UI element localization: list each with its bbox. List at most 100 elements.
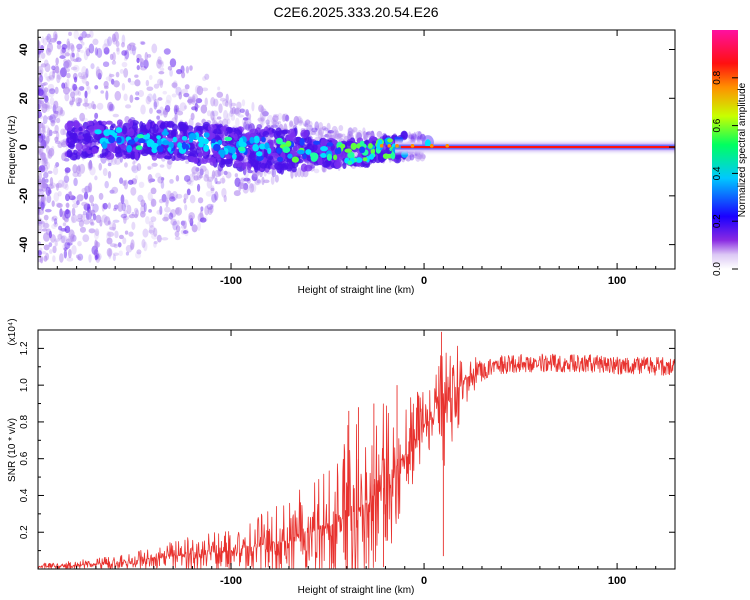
spectrogram-scatter-cell: [89, 218, 94, 225]
spectrogram-scatter-cell: [83, 219, 91, 225]
spectrogram-scatter-cell: [44, 220, 49, 229]
spectrogram-scatter-cell: [55, 117, 61, 124]
spectrogram-scatter-cell: [125, 251, 130, 256]
spectrogram-hotspot: [350, 142, 357, 151]
spectrogram-core-cell: [253, 163, 259, 171]
spectrogram-scatter-cell: [64, 241, 71, 250]
spectrogram-scatter-cell: [243, 121, 249, 129]
spectrogram-scatter-cell: [315, 125, 320, 129]
spectrogram-hotspot: [276, 147, 283, 154]
spectrogram-scatter-cell: [84, 46, 88, 52]
spectrogram-scatter-cell: [122, 180, 127, 186]
spectrogram-scatter-cell: [251, 101, 255, 112]
spectrogram-hotspot: [320, 146, 328, 152]
spectrogram-scatter-cell: [38, 89, 44, 97]
spectrogram-scatter-cell: [38, 201, 42, 208]
colorbar-ticks: 0.0 0.2 0.4 0.6 0.8: [712, 70, 738, 276]
spectrogram-scatter-cell: [223, 109, 228, 120]
spectrogram-scatter-cell: [79, 226, 87, 233]
figure-title: C2E6.2025.333.20.54.E26: [273, 4, 438, 20]
spectrogram-scatter-cell: [103, 80, 109, 88]
spectrogram-scatter-cell: [61, 43, 68, 50]
spectrogram-scatter-cell: [77, 91, 82, 97]
spectrogram-hotspot: [103, 129, 111, 137]
spectrogram-scatter-cell: [235, 117, 240, 128]
spectrogram-scatter-cell: [79, 33, 84, 43]
spectrogram-scatter-cell: [136, 57, 140, 64]
spectrogram-ylabel: Frequency (Hz): [7, 116, 18, 185]
spectrogram-scatter-cell: [183, 220, 187, 230]
spectrogram-scatter-cell: [271, 168, 277, 178]
spectrogram-scatter-cell: [266, 122, 271, 127]
spectrogram-scatter-cell: [294, 170, 298, 178]
spectrogram-core-cell: [262, 157, 268, 164]
spectrogram-core-cell: [312, 143, 318, 151]
spectrogram-scatter-cell: [323, 127, 329, 132]
spectrogram-scatter-cell: [147, 166, 152, 171]
spectrogram-scatter-cell: [88, 208, 92, 216]
spectrogram-scatter-cell: [107, 220, 111, 225]
spectrogram-core-cell: [213, 128, 222, 135]
spectrogram-scatter-cell: [95, 69, 103, 79]
spectrogram-scatter-cell: [48, 242, 53, 248]
spectrogram-scatter-cell: [159, 106, 164, 116]
colorbar-label: Normalized spectral amplitude: [737, 82, 748, 217]
spectrogram-scatter-cell: [223, 170, 228, 176]
spectrogram-core-cell: [304, 164, 313, 172]
spectrogram-core-cell: [86, 149, 92, 154]
spectrogram-scatter-cell: [162, 216, 169, 222]
spectrogram-hotspot: [181, 141, 187, 150]
spectrogram-scatter-cell: [95, 66, 100, 77]
spectrogram-scatter-cell: [169, 208, 177, 218]
spectrogram-core-cell: [127, 118, 134, 128]
spectrogram-scatter-cell: [146, 86, 154, 91]
spectrogram-scatter-cell: [202, 76, 207, 82]
spectrogram-scatter-cell: [206, 179, 213, 189]
spectrogram-scatter-cell: [106, 237, 113, 245]
spectrogram-scatter-cell: [104, 180, 109, 189]
spectrogram-scatter-cell: [90, 63, 95, 70]
spectrogram-scatter-cell: [147, 173, 153, 184]
spectrogram-ytick-label: 40: [18, 43, 30, 55]
spectrogram-xtick-label: 100: [608, 275, 626, 287]
spectrogram-scatter-cell: [289, 120, 294, 127]
spectrogram-scatter-cell: [413, 131, 417, 141]
spectrogram-scatter-cell: [150, 187, 157, 195]
spectrogram-scatter-cell: [105, 90, 109, 101]
spectrogram-scatter-cell: [72, 64, 80, 72]
spectrogram-scatter-cell: [38, 78, 42, 86]
spectrogram-scatter-cell: [199, 217, 207, 223]
spectrogram-scatter-cell: [78, 219, 84, 228]
spectrogram-scatter-cell: [94, 85, 99, 90]
spectrogram-scatter-cell: [117, 202, 124, 212]
spectrogram-scatter-cell: [233, 108, 240, 115]
spectrogram-scatter-cell: [47, 115, 54, 120]
spectrogram-hotspot: [203, 144, 210, 152]
spectrogram-line-dot: [379, 144, 384, 148]
spectrogram-line-dot: [410, 144, 415, 148]
colorbar-tick-label: 0.2: [712, 214, 723, 228]
spectrogram-scatter-cell: [214, 177, 218, 185]
spectrogram-scatter-cell: [150, 216, 157, 223]
spectrogram-scatter-cell: [141, 239, 146, 249]
spectrogram-scatter-cell: [88, 182, 93, 193]
spectrogram-scatter-cell: [116, 47, 120, 52]
spectrogram-hotspot: [387, 138, 393, 143]
spectrogram-scatter-cell: [310, 127, 315, 134]
spectrogram-scatter-cell: [123, 93, 128, 102]
spectrogram-scatter-cell: [226, 118, 231, 125]
spectrogram-scatter-cell: [42, 115, 48, 125]
spectrogram-scatter-cell: [150, 198, 157, 207]
spectrogram-scatter-cell: [114, 230, 119, 239]
spectrogram-scatter-cell: [80, 49, 84, 54]
spectrogram-scatter-cell: [85, 33, 91, 38]
spectrogram-core-cell: [73, 120, 81, 128]
spectrogram-scatter-cell: [213, 98, 219, 107]
spectrogram-scatter-cell: [156, 109, 162, 114]
spectrogram-scatter-cell: [284, 114, 290, 122]
spectrogram-scatter-cell: [121, 50, 128, 56]
spectrogram-scatter-cell: [242, 117, 249, 121]
spectrogram-scatter-cell: [61, 179, 68, 189]
spectrogram-core-cell: [179, 130, 184, 139]
spectrogram-scatter-cell: [204, 97, 208, 107]
